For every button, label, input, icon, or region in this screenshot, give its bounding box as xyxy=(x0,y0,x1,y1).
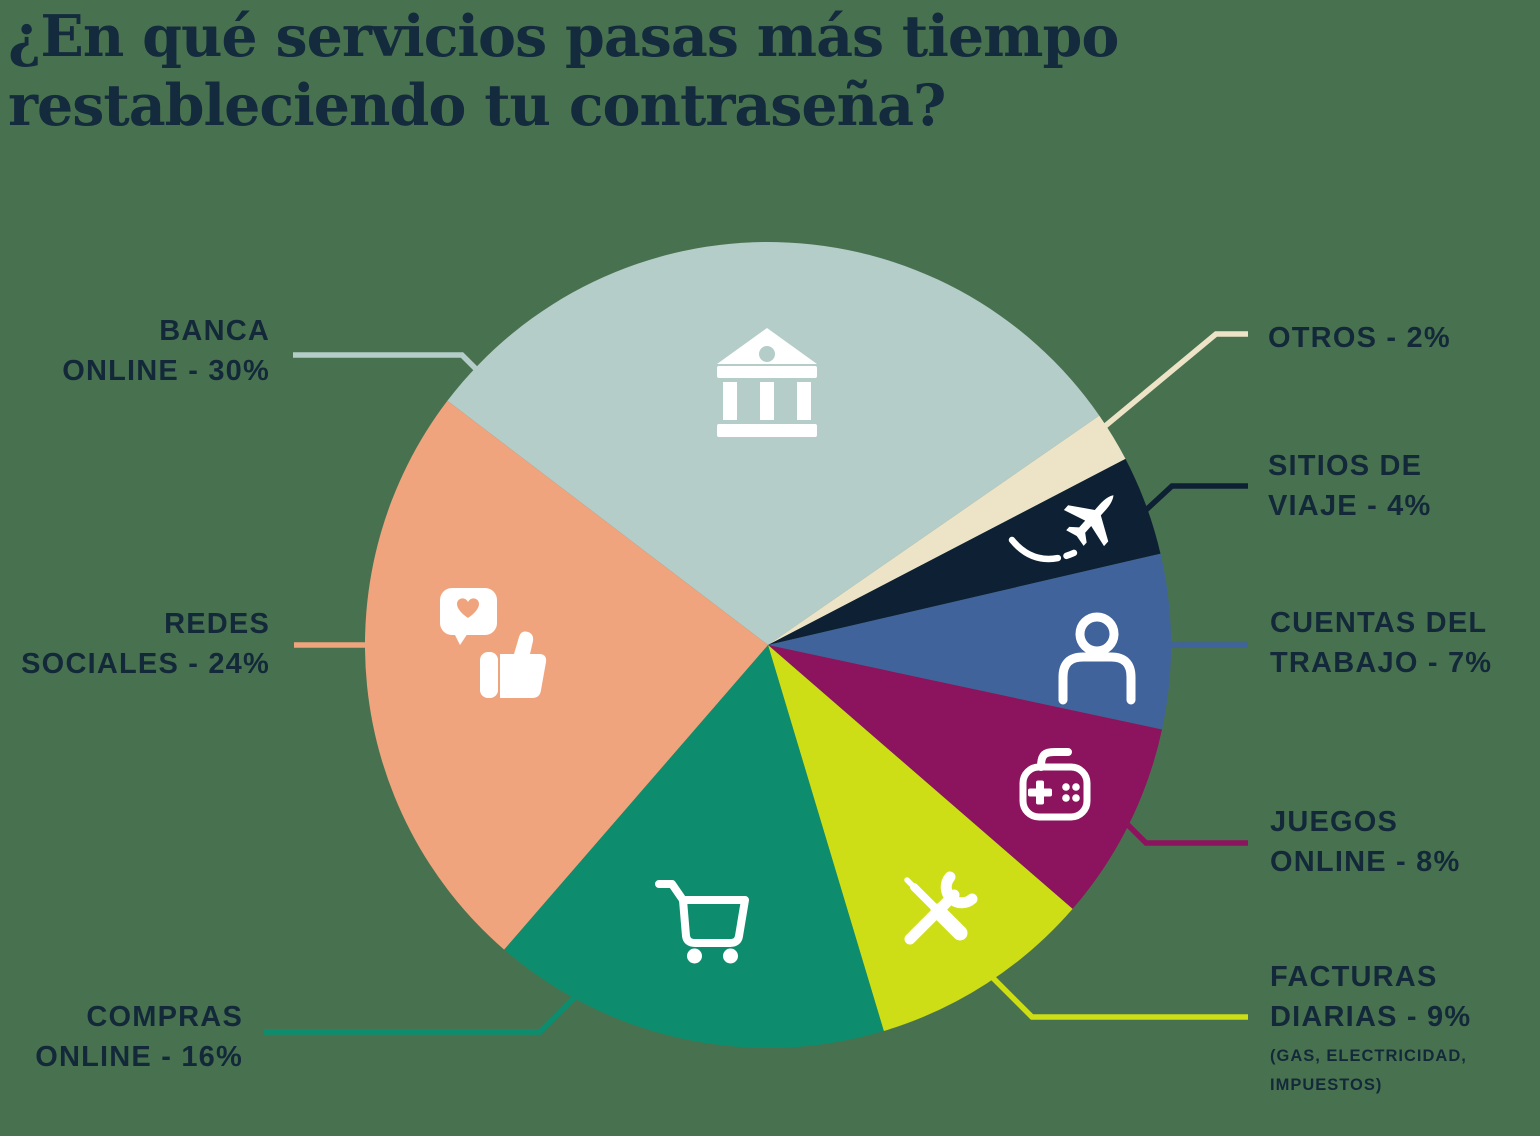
label-line: JUEGOS xyxy=(1270,806,1399,838)
label-line: REDES xyxy=(164,608,270,640)
leader-line-facturas xyxy=(987,972,1248,1020)
pie-slices xyxy=(364,242,1171,1049)
cart-icon xyxy=(655,880,749,964)
label-compras-online: COMPRAS ONLINE - 16% xyxy=(35,997,243,1077)
label-line: SITIOS DE xyxy=(1268,450,1423,482)
leader-lines xyxy=(264,331,1248,1035)
label-otros: OTROS - 2% xyxy=(1268,318,1451,358)
tools-icon xyxy=(904,871,978,945)
pie-slice-otros xyxy=(768,415,1126,645)
label-redes-sociales: REDES SOCIALES - 24% xyxy=(21,604,270,684)
leader-line-sitios xyxy=(1144,483,1248,513)
label-cuentas-del-trabajo: CUENTAS DEL TRABAJO - 7% xyxy=(1270,603,1492,683)
label-line: DIARIAS - 9% xyxy=(1270,1001,1472,1033)
label-line: ONLINE - 16% xyxy=(35,1041,243,1073)
airplane-icon xyxy=(1008,495,1114,563)
label-banca-online: BANCA ONLINE - 30% xyxy=(62,311,270,391)
leader-line-juegos xyxy=(1122,819,1248,846)
label-sitios-de-viaje: SITIOS DE VIAJE - 4% xyxy=(1268,446,1432,526)
label-line: TRABAJO - 7% xyxy=(1270,647,1493,679)
label-juegos-online: JUEGOS ONLINE - 8% xyxy=(1270,802,1460,882)
leader-line-otros xyxy=(1102,331,1248,430)
label-subline: (GAS, ELECTRICIDAD, xyxy=(1270,1047,1467,1065)
pie-slice-banca xyxy=(447,242,1100,645)
label-line: SOCIALES - 24% xyxy=(21,648,270,680)
label-facturas-diarias: FACTURAS DIARIAS - 9% (GAS, ELECTRICIDAD… xyxy=(1270,957,1471,1100)
pie-slice-cuentas xyxy=(768,553,1171,730)
social-like-icon xyxy=(440,588,547,698)
label-line: BANCA xyxy=(159,315,270,347)
gamepad-icon xyxy=(1019,748,1091,821)
chart-title: ¿En qué servicios pasas más tiempo resta… xyxy=(8,2,1119,140)
leader-line-compras xyxy=(264,995,577,1035)
chart-title-line-2: restableciendo tu contraseña? xyxy=(8,72,946,139)
label-line: ONLINE - 30% xyxy=(62,355,270,387)
pie-slice-sitios xyxy=(768,458,1161,645)
label-line: ONLINE - 8% xyxy=(1270,846,1461,878)
pie-slice-facturas xyxy=(768,645,1073,1031)
label-line: FACTURAS xyxy=(1270,961,1438,993)
pie-slice-compras xyxy=(504,645,884,1049)
pie-slice-juegos xyxy=(768,645,1162,909)
leader-line-banca xyxy=(293,352,482,375)
label-line: VIAJE - 4% xyxy=(1268,490,1432,522)
label-line: CUENTAS DEL xyxy=(1270,607,1488,639)
label-line: COMPRAS xyxy=(86,1001,243,1033)
bank-icon xyxy=(717,328,817,437)
slice-icons xyxy=(440,328,1136,964)
label-subline: IMPUESTOS) xyxy=(1270,1076,1383,1094)
person-icon xyxy=(1058,612,1136,705)
chart-title-line-1: ¿En qué servicios pasas más tiempo xyxy=(8,3,1119,70)
pie-slice-redes xyxy=(364,400,768,950)
label-line: OTROS - 2% xyxy=(1268,322,1451,354)
